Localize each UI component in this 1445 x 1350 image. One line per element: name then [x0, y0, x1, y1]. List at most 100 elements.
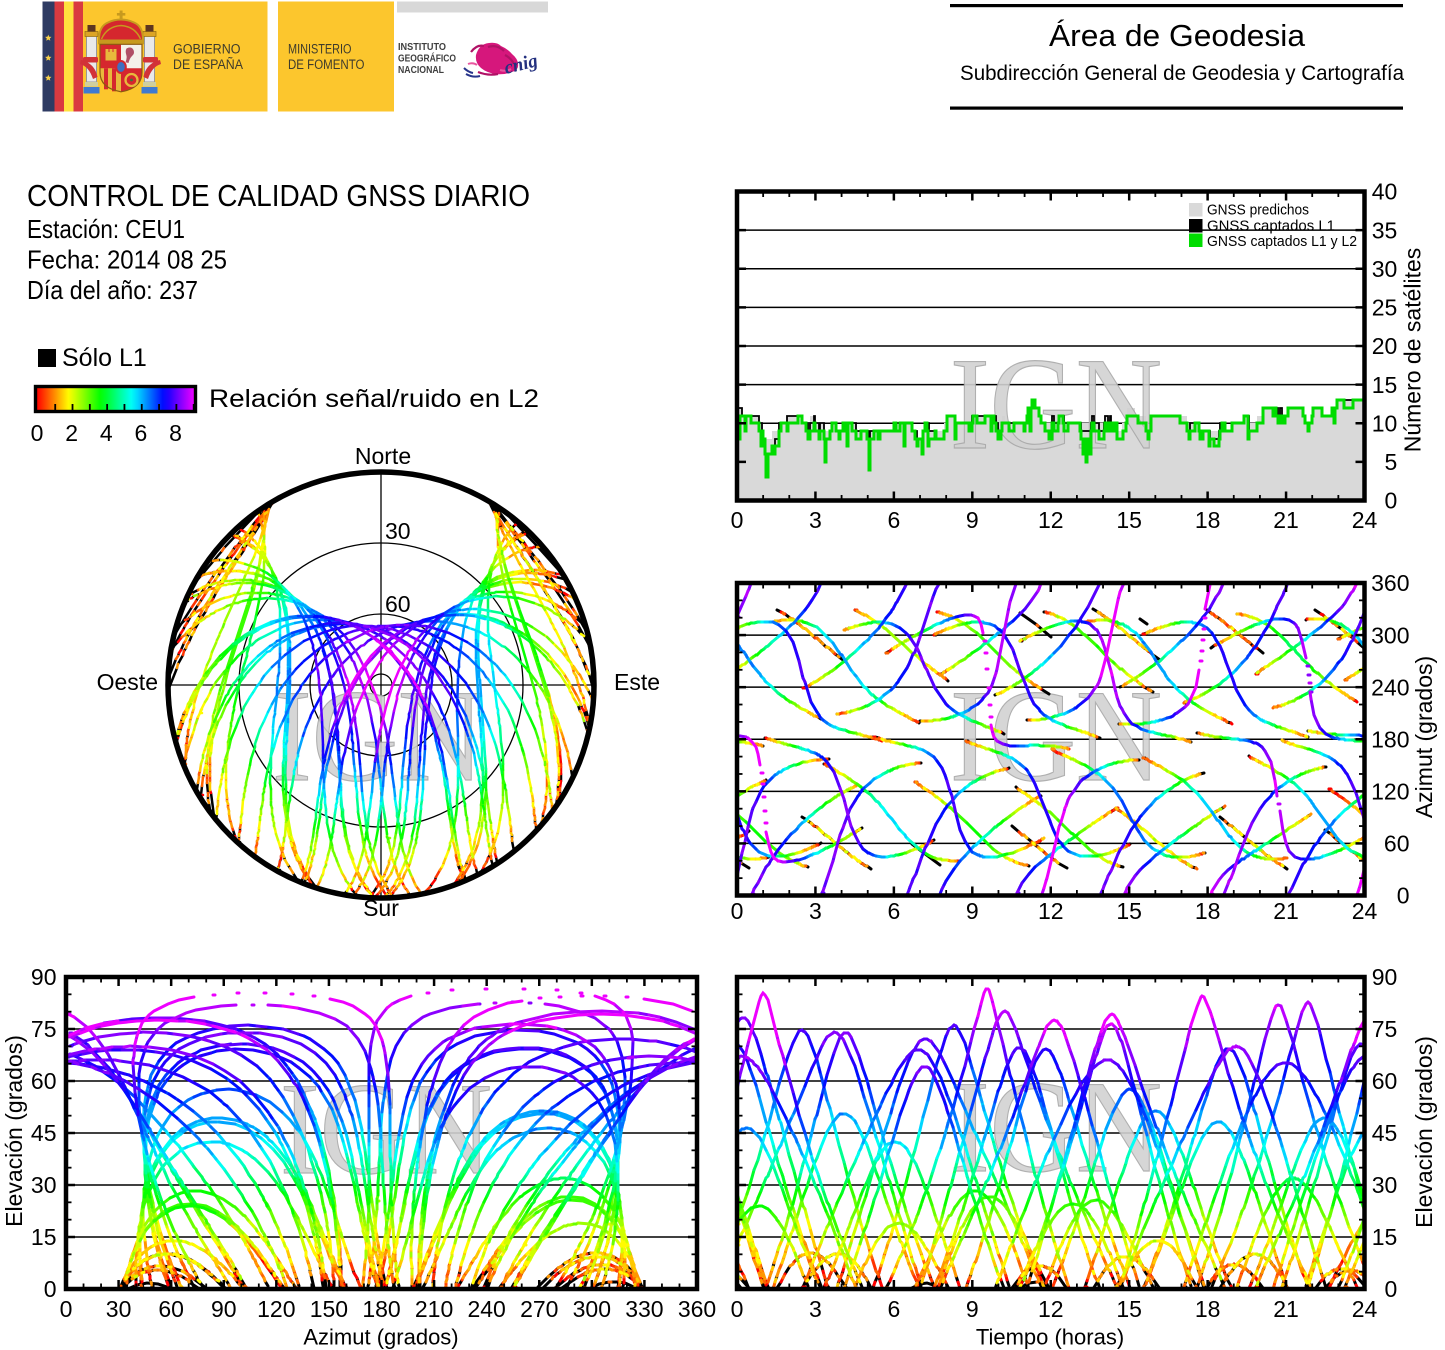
- svg-text:0: 0: [1385, 1276, 1398, 1302]
- svg-text:Norte: Norte: [355, 443, 411, 469]
- svg-text:24: 24: [1352, 1296, 1378, 1322]
- svg-text:Subdirección General de Geodes: Subdirección General de Geodesia y Carto…: [960, 62, 1404, 85]
- svg-text:2: 2: [65, 420, 78, 446]
- svg-text:18: 18: [1195, 898, 1221, 924]
- svg-text:Elevación (grados): Elevación (grados): [1411, 1036, 1437, 1228]
- svg-text:3: 3: [809, 1296, 822, 1322]
- svg-text:9: 9: [966, 1296, 979, 1322]
- svg-text:15: 15: [1116, 507, 1142, 533]
- svg-text:10: 10: [1372, 410, 1398, 436]
- svg-text:20: 20: [1372, 333, 1398, 359]
- svg-text:270: 270: [520, 1296, 558, 1322]
- svg-text:4: 4: [100, 420, 113, 446]
- svg-text:0: 0: [731, 1296, 744, 1322]
- svg-text:12: 12: [1038, 1296, 1064, 1322]
- svg-text:Este: Este: [614, 669, 660, 695]
- svg-text:15: 15: [31, 1224, 57, 1250]
- svg-text:60: 60: [385, 591, 411, 617]
- svg-text:DE ESPAÑA: DE ESPAÑA: [173, 57, 243, 72]
- svg-text:45: 45: [1372, 1120, 1398, 1146]
- svg-text:180: 180: [1371, 726, 1409, 752]
- svg-text:300: 300: [573, 1296, 611, 1322]
- svg-text:40: 40: [1372, 179, 1398, 205]
- svg-text:5: 5: [1385, 449, 1398, 475]
- svg-text:25: 25: [1372, 295, 1398, 321]
- svg-text:Azimut (grados): Azimut (grados): [303, 1325, 458, 1350]
- svg-text:21: 21: [1273, 1296, 1299, 1322]
- svg-text:12: 12: [1038, 898, 1064, 924]
- svg-text:30: 30: [1372, 256, 1398, 282]
- svg-text:IGN: IGN: [950, 330, 1162, 477]
- svg-text:0: 0: [731, 507, 744, 533]
- svg-text:30: 30: [385, 518, 411, 544]
- svg-text:Sólo L1: Sólo L1: [62, 344, 147, 372]
- svg-text:IGN: IGN: [950, 662, 1162, 809]
- svg-text:30: 30: [1372, 1172, 1398, 1198]
- svg-text:21: 21: [1273, 898, 1299, 924]
- svg-text:45: 45: [31, 1120, 57, 1146]
- svg-text:18: 18: [1195, 507, 1221, 533]
- svg-text:9: 9: [966, 507, 979, 533]
- svg-text:21: 21: [1273, 507, 1299, 533]
- svg-text:60: 60: [1372, 1068, 1398, 1094]
- svg-text:Día del año: 237: Día del año: 237: [27, 275, 198, 305]
- svg-text:CONTROL DE CALIDAD GNSS DIARIO: CONTROL DE CALIDAD GNSS DIARIO: [27, 178, 530, 213]
- svg-text:6: 6: [887, 507, 900, 533]
- svg-text:3: 3: [809, 898, 822, 924]
- svg-text:GNSS captados L1: GNSS captados L1: [1207, 218, 1335, 235]
- svg-text:120: 120: [1371, 779, 1409, 805]
- svg-text:Oeste: Oeste: [97, 669, 158, 695]
- svg-text:240: 240: [1371, 674, 1409, 700]
- svg-text:75: 75: [31, 1016, 57, 1042]
- svg-text:120: 120: [257, 1296, 295, 1322]
- svg-text:0: 0: [1397, 883, 1410, 909]
- svg-text:0: 0: [60, 1296, 73, 1322]
- svg-text:3: 3: [809, 507, 822, 533]
- svg-text:240: 240: [467, 1296, 505, 1322]
- svg-text:GOBIERNO: GOBIERNO: [173, 42, 241, 57]
- svg-text:MINISTERIO: MINISTERIO: [288, 42, 352, 57]
- svg-text:0: 0: [1385, 488, 1398, 514]
- svg-text:24: 24: [1352, 507, 1378, 533]
- svg-text:15: 15: [1372, 1224, 1398, 1250]
- svg-text:15: 15: [1116, 898, 1142, 924]
- svg-text:Elevación (grados): Elevación (grados): [1, 1035, 27, 1227]
- svg-text:75: 75: [1372, 1016, 1398, 1042]
- svg-text:90: 90: [1372, 964, 1398, 990]
- svg-text:0: 0: [44, 1276, 57, 1302]
- svg-text:180: 180: [362, 1296, 400, 1322]
- svg-text:0: 0: [731, 898, 744, 924]
- svg-text:360: 360: [1371, 570, 1409, 596]
- svg-text:6: 6: [887, 1296, 900, 1322]
- svg-text:210: 210: [415, 1296, 453, 1322]
- svg-text:Azimut (grados): Azimut (grados): [1411, 656, 1437, 818]
- svg-text:Área de Geodesia: Área de Geodesia: [1049, 18, 1306, 53]
- svg-text:DE FOMENTO: DE FOMENTO: [288, 57, 365, 72]
- svg-text:9: 9: [966, 898, 979, 924]
- svg-text:60: 60: [158, 1296, 184, 1322]
- svg-text:330: 330: [625, 1296, 663, 1322]
- svg-text:NACIONAL: NACIONAL: [398, 64, 444, 76]
- svg-text:GNSS predichos: GNSS predichos: [1207, 202, 1309, 219]
- svg-text:30: 30: [31, 1172, 57, 1198]
- svg-text:Relación señal/ruido en L2: Relación señal/ruido en L2: [209, 385, 539, 413]
- svg-text:INSTITUTO: INSTITUTO: [398, 41, 446, 53]
- svg-text:15: 15: [1372, 372, 1398, 398]
- svg-text:6: 6: [134, 420, 147, 446]
- svg-text:GNSS captados L1 y L2: GNSS captados L1 y L2: [1207, 233, 1357, 250]
- svg-text:60: 60: [31, 1068, 57, 1094]
- svg-text:Estación: CEU1: Estación: CEU1: [27, 214, 185, 244]
- svg-text:6: 6: [887, 898, 900, 924]
- svg-text:90: 90: [211, 1296, 237, 1322]
- svg-text:30: 30: [106, 1296, 132, 1322]
- svg-text:Número de satélites: Número de satélites: [1400, 248, 1426, 453]
- svg-text:60: 60: [1384, 831, 1410, 857]
- svg-text:GEOGRÁFICO: GEOGRÁFICO: [398, 52, 456, 65]
- svg-text:300: 300: [1371, 622, 1409, 648]
- svg-text:12: 12: [1038, 507, 1064, 533]
- svg-text:Sur: Sur: [363, 895, 399, 921]
- svg-text:0: 0: [31, 420, 44, 446]
- svg-text:90: 90: [31, 964, 57, 990]
- svg-text:35: 35: [1372, 217, 1398, 243]
- svg-text:150: 150: [310, 1296, 348, 1322]
